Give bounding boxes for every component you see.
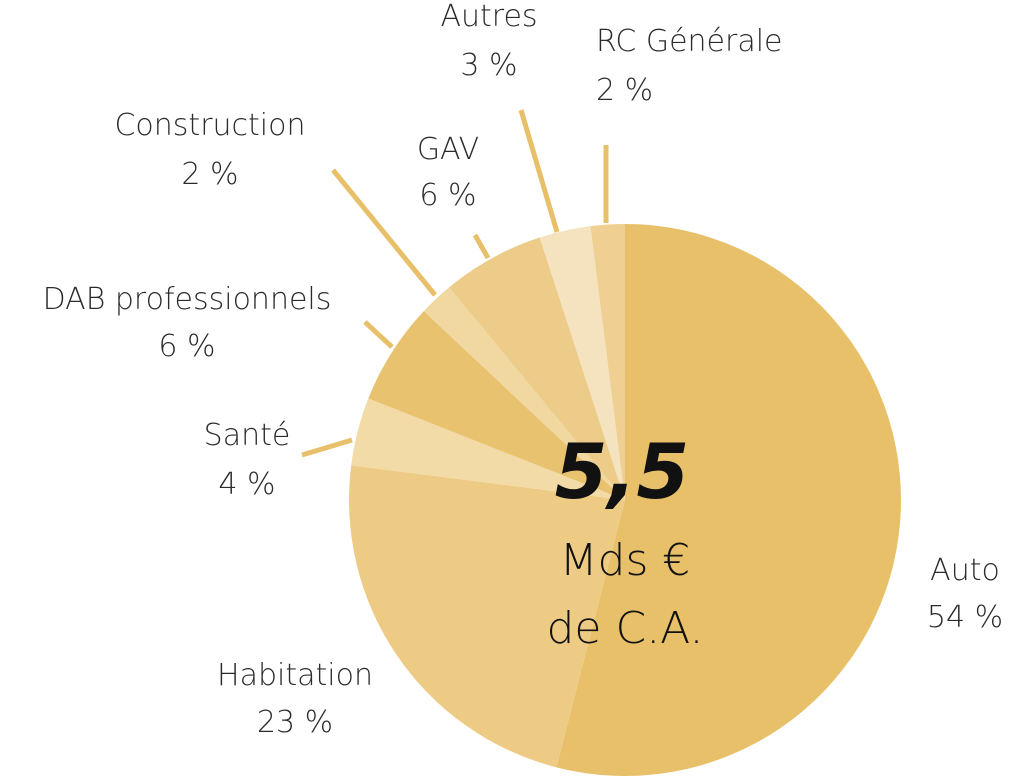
pie: [348, 224, 901, 776]
slice-label: RC Générale: [596, 24, 783, 59]
slice-label: DAB professionnels: [43, 282, 332, 317]
slice-label: Construction: [114, 108, 305, 143]
slice-label: Autres: [440, 0, 537, 34]
pie-slice: [423, 287, 625, 500]
center-text: Mds €: [560, 535, 691, 586]
leader-line: [518, 109, 560, 233]
slice-label: GAV: [417, 132, 479, 167]
leader-line: [331, 168, 437, 297]
pie-slice: [351, 398, 625, 500]
center-value: 5,5: [555, 427, 690, 516]
slice-value: 2 %: [596, 73, 653, 108]
slice-label: Santé: [204, 418, 291, 453]
slice-value: 6 %: [419, 178, 476, 213]
pie-slice: [556, 224, 901, 776]
slice-value: 6 %: [158, 329, 215, 364]
leader-line: [301, 437, 353, 458]
pie-slice: [449, 237, 625, 500]
leader-line: [363, 320, 394, 349]
slice-value: 3 %: [460, 48, 517, 83]
pie-slice: [368, 311, 625, 500]
slice-value: 54 %: [927, 600, 1003, 635]
slice-value: 2 %: [181, 157, 238, 192]
pie-slice: [590, 224, 625, 500]
pie-slice: [348, 465, 625, 768]
leader-line: [472, 233, 491, 260]
center-text: de C.A.: [546, 603, 703, 654]
pie-slice: [539, 226, 625, 501]
slice-label: Habitation: [217, 658, 373, 693]
slice-value: 4 %: [218, 467, 275, 502]
slice-value: 23 %: [257, 705, 333, 740]
slice-label: Auto: [930, 553, 1000, 588]
